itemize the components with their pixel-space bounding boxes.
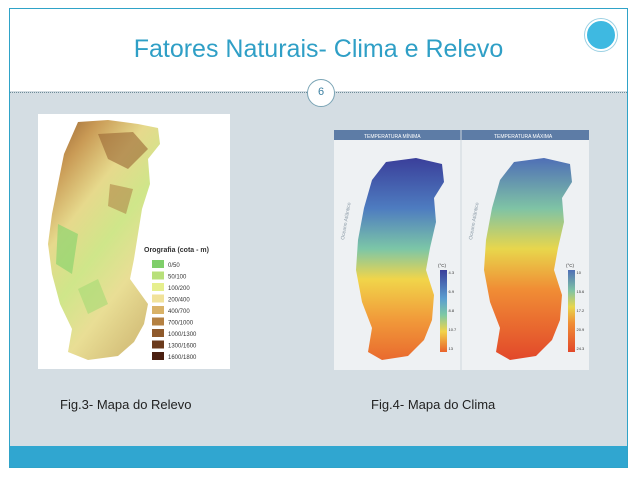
relief-legend-swatch bbox=[152, 306, 164, 314]
relief-legend-swatch bbox=[152, 329, 164, 337]
relief-legend-label: 1600/1800 bbox=[168, 355, 197, 361]
scale-label: 17.2 bbox=[577, 308, 586, 313]
relief-legend-label: 0/50 bbox=[168, 263, 180, 269]
min-scale-unit: (°C) bbox=[438, 263, 447, 268]
scale-label: 15.6 bbox=[577, 289, 586, 294]
relief-legend-label: 700/1000 bbox=[168, 321, 194, 327]
relief-legend-swatch bbox=[152, 340, 164, 349]
relief-legend-swatch bbox=[152, 317, 164, 326]
max-scale-unit: (°C) bbox=[566, 263, 575, 268]
relief-map-svg: Orografia (cota - m) 0/50 50/100 100/200 20… bbox=[48, 120, 209, 361]
scale-label: 24.3 bbox=[577, 346, 586, 351]
portugal-relief-shape bbox=[48, 120, 160, 360]
relief-map-image: Orografia (cota - m) 0/50 50/100 100/200 20… bbox=[38, 114, 230, 369]
scale-label: 13 bbox=[449, 346, 454, 351]
decorative-circle-icon bbox=[585, 19, 617, 51]
fig4-caption: Fig.4- Mapa do Clima bbox=[371, 397, 496, 412]
max-temperature-map bbox=[484, 158, 572, 360]
fig3-caption: Fig.3- Mapa do Relevo bbox=[60, 397, 192, 412]
relief-legend-label: 200/400 bbox=[168, 298, 190, 304]
max-scale-bar bbox=[568, 270, 575, 352]
scale-label: 20.9 bbox=[577, 327, 586, 332]
slide-frame: Fatores Naturais- Clima e Relevo 6 Oro bbox=[9, 8, 628, 468]
climate-map-image: TEMPERATURA MÍNIMA TEMPERATURA MÁXIMA Oc… bbox=[334, 130, 589, 370]
min-temperature-map bbox=[356, 158, 444, 360]
climate-right-title: TEMPERATURA MÁXIMA bbox=[494, 133, 553, 140]
relief-legend-swatch bbox=[152, 271, 164, 280]
max-scale-labels: 10 15.6 17.2 20.9 24.3 bbox=[577, 270, 586, 351]
ocean-label-right: Oceano Atlântico bbox=[468, 202, 481, 240]
relief-legend-label: 1000/1300 bbox=[168, 332, 197, 338]
scale-label: 6.9 bbox=[449, 289, 455, 294]
scale-label: 10.7 bbox=[449, 327, 458, 332]
slide-title: Fatores Naturais- Clima e Relevo bbox=[133, 35, 504, 63]
relief-legend-label: 1300/1600 bbox=[168, 344, 197, 350]
relief-legend-title: Orografia (cota - m) bbox=[144, 247, 209, 254]
min-scale-bar bbox=[440, 270, 447, 352]
ocean-label-left: Oceano Atlântico bbox=[340, 202, 353, 240]
relief-legend-label: 100/200 bbox=[168, 286, 190, 292]
climate-left-title: TEMPERATURA MÍNIMA bbox=[364, 133, 421, 140]
relief-legend-swatch bbox=[152, 352, 164, 360]
slide-header: Fatores Naturais- Clima e Relevo bbox=[10, 9, 627, 91]
scale-label: 4.3 bbox=[449, 270, 455, 275]
scale-label: 8.8 bbox=[449, 308, 455, 313]
relief-legend-label: 400/700 bbox=[168, 309, 190, 315]
relief-legend-swatch bbox=[152, 294, 164, 303]
scale-label: 10 bbox=[577, 270, 582, 275]
page-number-badge: 6 bbox=[307, 79, 335, 107]
relief-legend-label: 50/100 bbox=[168, 275, 187, 281]
relief-legend-swatch bbox=[152, 283, 164, 291]
footer-bar bbox=[10, 446, 627, 467]
min-scale-labels: 4.3 6.9 8.8 10.7 13 bbox=[449, 270, 458, 351]
relief-legend: 0/50 50/100 100/200 200/400 400/700 700/1000 1… bbox=[152, 260, 197, 361]
climate-map-svg: TEMPERATURA MÍNIMA TEMPERATURA MÁXIMA Oc… bbox=[334, 130, 589, 370]
relief-legend-swatch bbox=[152, 260, 164, 268]
